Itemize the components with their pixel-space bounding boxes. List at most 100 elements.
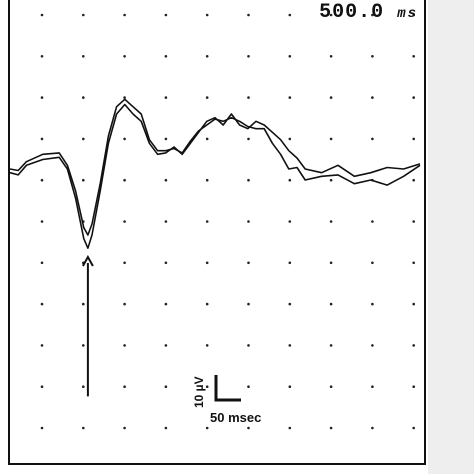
grid-dot [371,55,374,58]
grid-dot [371,385,374,389]
sweep-unit: ms [397,6,418,22]
grid-dot [205,220,209,223]
grid-dot [329,261,333,265]
grid-dot [82,385,85,389]
grid-dot [247,55,250,58]
grid-dot [40,426,44,430]
grid-dot [123,302,126,306]
grid-dot [205,261,209,265]
grid-dot [164,220,168,223]
grid-dot [329,55,333,58]
grid-dot [412,13,416,17]
grid-dot [123,385,126,389]
grid-dot [164,137,168,141]
sweep-value: 500.0 [319,1,385,24]
grid-dot [164,344,168,347]
grid-dot [329,220,333,223]
grid-dot [205,426,209,430]
grid-dot [288,426,292,430]
grid-dot [164,302,168,306]
grid-dot [247,426,250,430]
grid-dot [412,385,416,389]
grid-dot [412,137,416,141]
scale-bar-amplitude-label: 10 µV [192,376,206,408]
grid-dot [247,344,250,347]
grid-dot [412,96,416,99]
grid-dot [412,261,416,265]
grid-dot [288,261,292,265]
grid-dot [412,426,416,430]
grid-dot [82,426,85,430]
grid-dot [40,13,44,17]
grid-dot [123,261,126,265]
grid-dot [123,426,126,430]
grid-dot [123,178,126,182]
grid-dot [329,344,333,347]
grid-dot [371,137,374,141]
grid-dot [164,385,168,389]
scale-bar: 10 µV 50 msec [192,375,261,425]
grid-dot [247,13,250,17]
grid-dot [164,96,168,99]
grid-dot [288,13,292,17]
grid-dot [288,220,292,223]
grid-dot [205,13,209,17]
grid-dot [40,178,44,182]
grid-dot [123,137,126,141]
page-margin-strip [428,0,474,474]
trace-line-1 [9,103,421,249]
grid-dot [205,178,209,182]
grid-dot [371,426,374,430]
grid-dot [371,302,374,306]
grid-dot [82,13,85,17]
grid-dot [82,302,85,306]
grid-dot [123,344,126,347]
grid-dot [205,302,209,306]
grid-dot [247,261,250,265]
grid-dot [329,178,333,182]
dotted-grid [40,13,416,430]
grid-dot [164,13,168,17]
grid-dot [40,385,44,389]
grid-dot [329,137,333,141]
grid-dot [123,13,126,17]
grid-dot [247,220,250,223]
grid-dot [40,96,44,99]
grid-dot [371,220,374,223]
annotations [82,254,94,397]
grid-dot [412,344,416,347]
grid-dot [412,55,416,58]
grid-dot [82,178,85,182]
grid-dot [247,96,250,99]
grid-dot [288,302,292,306]
grid-dot [123,55,126,58]
grid-dot [412,220,416,223]
grid-dot [329,426,333,430]
up-arrow-icon [82,254,94,267]
grid-dot [164,55,168,58]
grid-dot [288,344,292,347]
grid-dot [288,137,292,141]
grid-dot [412,178,416,182]
grid-dot [329,96,333,99]
grid-dot [205,55,209,58]
grid-dot [288,178,292,182]
grid-dot [205,344,209,347]
scale-bar-lines [214,375,241,402]
grid-dot [40,302,44,306]
grid-dot [82,137,85,141]
grid-dot [288,96,292,99]
grid-dot [247,178,250,182]
grid-dot [412,302,416,306]
grid-dot [82,344,85,347]
trace-line-2 [9,98,421,236]
grid-dot [40,344,44,347]
waveform-traces [9,98,421,249]
scale-bar-time-label: 50 msec [210,410,261,425]
grid-dot [371,13,374,17]
grid-dot [247,137,250,141]
sweep-duration-label: 500.0 ms [319,1,418,24]
grid-dot [329,302,333,306]
grid-dot [40,220,44,223]
